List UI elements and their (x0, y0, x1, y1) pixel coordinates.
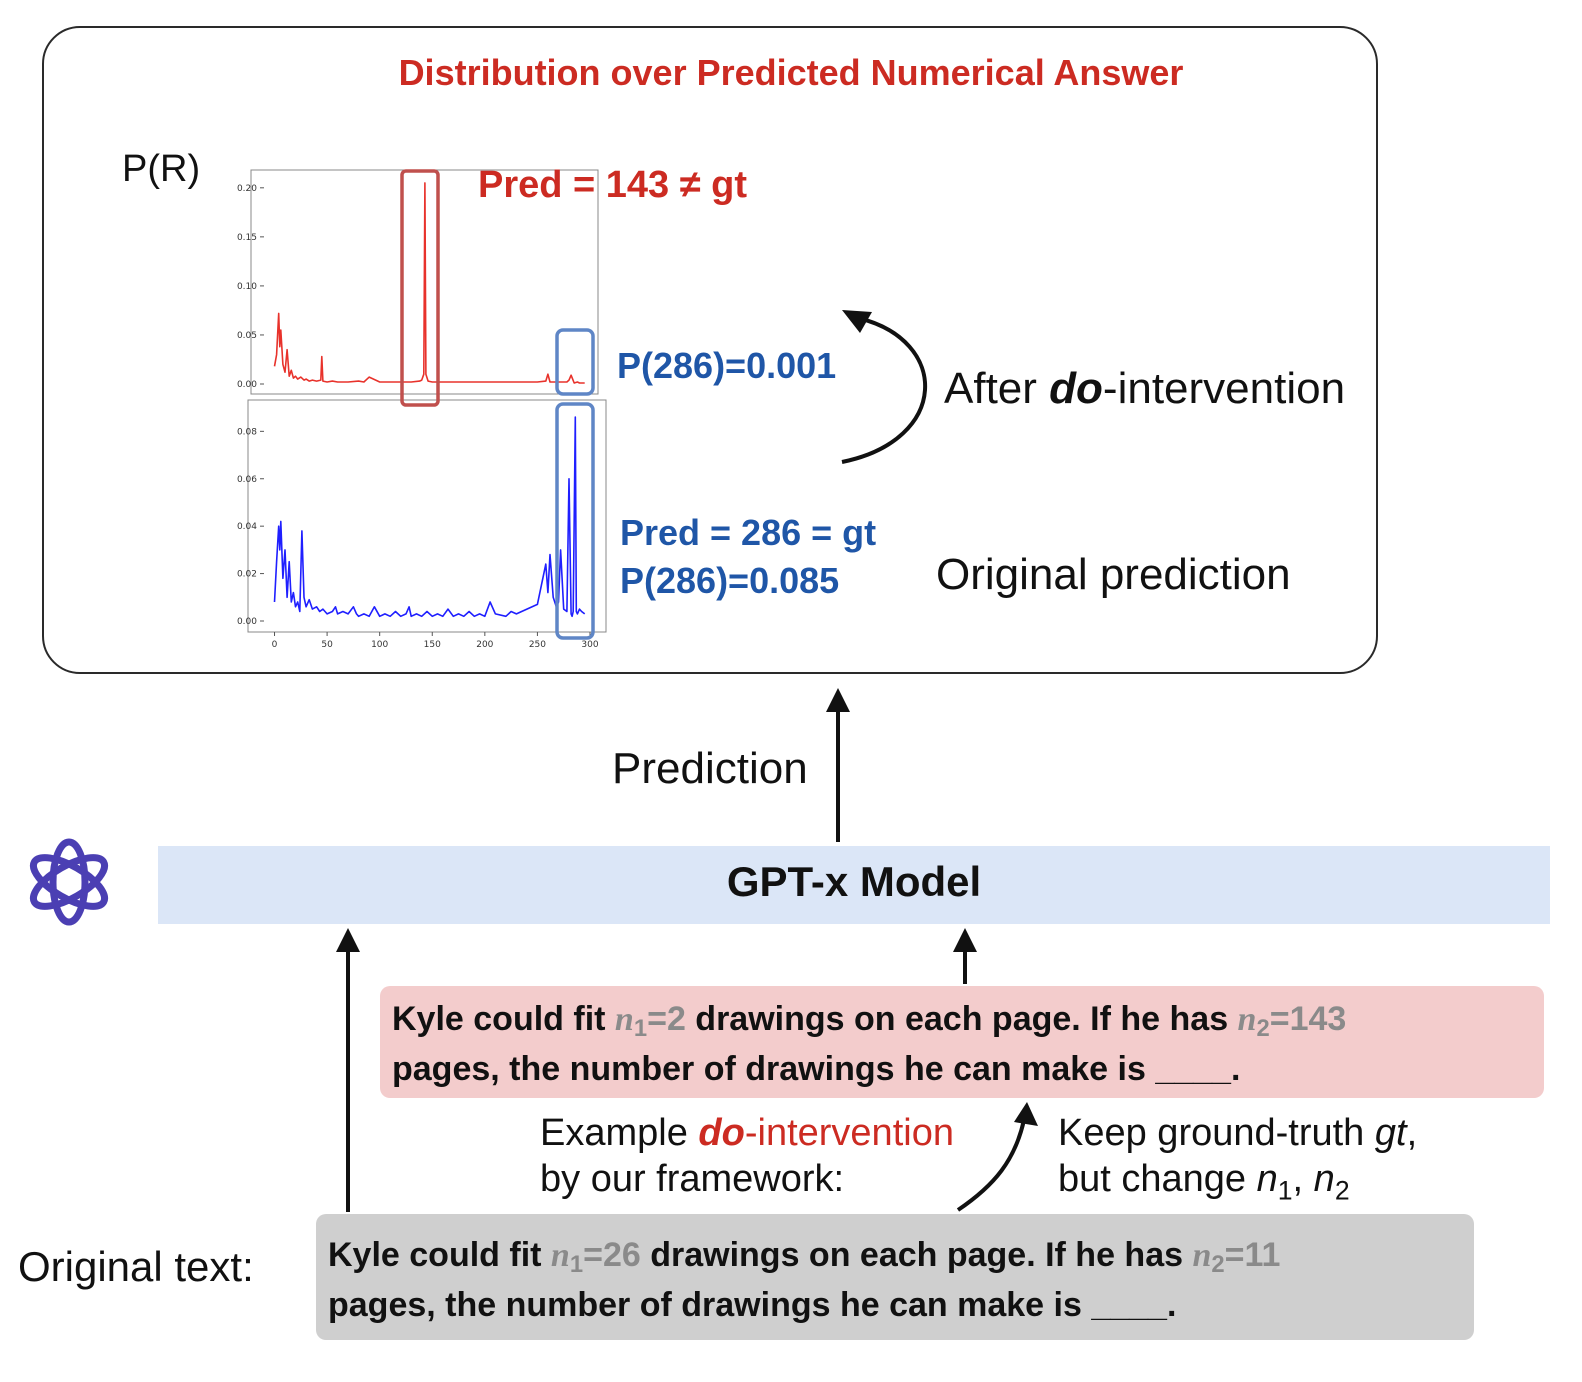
prediction-arrowhead (826, 688, 850, 712)
original-prediction-series-line (273, 416, 586, 618)
original-prediction-label: Original prediction (936, 550, 1291, 599)
original-line-2: pages, the number of drawings he can mak… (328, 1286, 1177, 1324)
model-bar (158, 846, 1550, 924)
after-intervention-plot: 0.00 0.05 0.10 0.15 0.20 (237, 182, 585, 390)
counterfactual-to-model-arrowhead (953, 928, 977, 952)
original-sentence-box (316, 1214, 1474, 1340)
keep-gt-text: Keep ground-truth gt, (1058, 1112, 1418, 1154)
example-intervention-text: Example do-intervention (540, 1112, 954, 1154)
p286-original-highlight-box (555, 402, 595, 640)
intervention-curve-arrow (841, 316, 927, 464)
x-tick-label-1-6: 300 (581, 640, 598, 650)
pred-orig-annotation: Pred = 286 = gt (620, 512, 877, 553)
example-framework-text: by our framework: (540, 1158, 845, 1200)
do-intervention-arrow (956, 1119, 1026, 1212)
original-prediction-plot: 0.00 0.02 0.04 0.06 0.08 0 50 100 150 200 250 300 (237, 416, 599, 650)
y-axis-label: P(R) (122, 148, 201, 190)
intervention-arrowhead (842, 310, 872, 333)
y-tick-label-1-4: 0.08 (237, 427, 257, 437)
y-tick-label-0-4: 0.20 (237, 184, 257, 194)
y-tick-label-1-1: 0.02 (237, 570, 257, 580)
y-tick-label-1-0: 0.00 (237, 617, 257, 627)
x-tick-label-1-3: 150 (424, 640, 441, 650)
y-tick-label-1-2: 0.04 (237, 522, 257, 532)
counterfactual-sentence-box (380, 986, 1544, 1098)
p286-after-highlight-box (555, 328, 595, 396)
change-n-text: but change n1, n2 (1058, 1158, 1350, 1206)
original-line-1: Kyle could fit n1=26 drawings on each pa… (328, 1236, 1281, 1278)
x-tick-label-1-4: 200 (476, 640, 493, 650)
after-intervention-series-line (273, 182, 585, 384)
original-to-model-arrowhead (336, 928, 360, 952)
y-tick-label-1-3: 0.06 (237, 475, 257, 485)
prediction-label: Prediction (612, 744, 808, 793)
cf-n2-variable: n2=143 (1237, 1000, 1347, 1042)
counterfactual-line-1: Kyle could fit n1=2 drawings on each pag… (392, 1000, 1347, 1042)
bottom-plot-frame (247, 399, 607, 633)
cf-n1-variable: n1=2 (614, 1000, 686, 1042)
x-tick-label-1-0: 0 (272, 640, 278, 650)
p286-after-annotation: P(286)=0.001 (617, 345, 837, 386)
y-tick-label-0-2: 0.10 (237, 282, 257, 292)
orig-n2-variable: n2=11 (1192, 1236, 1281, 1278)
pred-after-annotation: Pred = 143 ≠ gt (478, 164, 748, 206)
y-tick-label-0-3: 0.15 (237, 233, 257, 243)
orig-n1-variable: n1=26 (550, 1236, 641, 1278)
panel-title: Distribution over Predicted Numerical An… (398, 52, 1184, 93)
pred-143-highlight-box (400, 169, 440, 407)
y-tick-label-0-0: 0.00 (237, 380, 257, 390)
p286-orig-annotation: P(286)=0.085 (620, 560, 840, 601)
model-label: GPT-x Model (726, 858, 982, 905)
distribution-panel (42, 26, 1378, 674)
counterfactual-line-2: pages, the number of drawings he can mak… (392, 1050, 1241, 1088)
x-tick-label-1-2: 100 (371, 640, 388, 650)
original-text-label: Original text: (18, 1243, 254, 1290)
after-intervention-label: After do-intervention (944, 364, 1346, 413)
do-intervention-arrowhead (1014, 1102, 1038, 1126)
openai-logo-icon (29, 838, 109, 926)
x-tick-label-1-1: 50 (321, 640, 333, 650)
y-tick-label-0-1: 0.05 (237, 331, 257, 341)
x-tick-label-1-5: 250 (529, 640, 546, 650)
